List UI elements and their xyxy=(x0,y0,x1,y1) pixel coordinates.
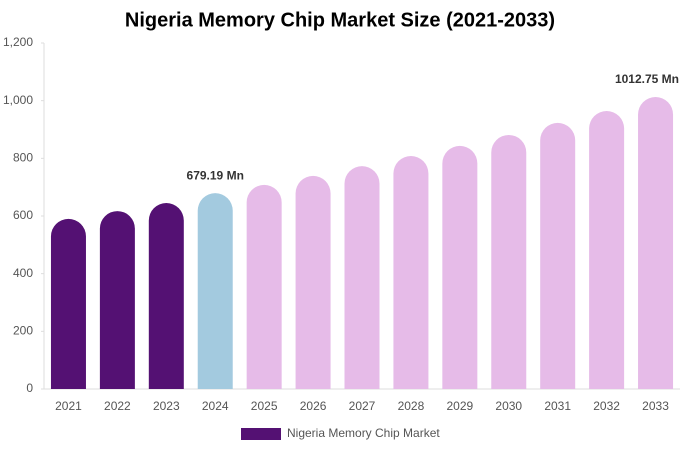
y-tick-label: 0 xyxy=(26,381,33,395)
x-tick-label: 2024 xyxy=(202,399,229,413)
y-tick-label: 1,200 xyxy=(3,35,33,49)
bar xyxy=(197,193,233,389)
x-tick-label: 2032 xyxy=(593,399,620,413)
y-tick-label: 200 xyxy=(13,324,33,338)
x-tick-label: 2031 xyxy=(544,399,571,413)
x-tick-label: 2026 xyxy=(300,399,327,413)
x-tick-label: 2021 xyxy=(55,399,82,413)
x-tick-label: 2022 xyxy=(104,399,131,413)
legend-label: Nigeria Memory Chip Market xyxy=(287,426,440,440)
data-label: 1012.75 Mn xyxy=(615,72,679,86)
y-tick-label: 1,000 xyxy=(3,93,33,107)
x-tick-label: 2027 xyxy=(349,399,376,413)
y-tick-label: 400 xyxy=(13,266,33,280)
x-tick-label: 2023 xyxy=(153,399,180,413)
bar xyxy=(344,166,380,389)
bar xyxy=(50,218,86,389)
bar xyxy=(491,134,527,389)
bar xyxy=(295,175,331,389)
x-tick-label: 2030 xyxy=(495,399,522,413)
y-tick-label: 600 xyxy=(13,208,33,222)
x-tick-label: 2029 xyxy=(446,399,473,413)
y-tick-label: 800 xyxy=(13,151,33,165)
bar xyxy=(246,184,282,389)
bar xyxy=(638,96,674,389)
x-tick-label: 2033 xyxy=(642,399,669,413)
x-tick-label: 2028 xyxy=(398,399,425,413)
x-tick-label: 2025 xyxy=(251,399,278,413)
legend-swatch xyxy=(241,428,281,440)
bar xyxy=(540,122,576,389)
bar xyxy=(148,203,184,389)
bar xyxy=(442,145,478,389)
chart-title: Nigeria Memory Chip Market Size (2021-20… xyxy=(125,9,555,31)
bar xyxy=(99,211,135,389)
bar xyxy=(589,111,625,389)
data-label: 679.19 Mn xyxy=(187,168,244,182)
bar xyxy=(393,156,429,389)
